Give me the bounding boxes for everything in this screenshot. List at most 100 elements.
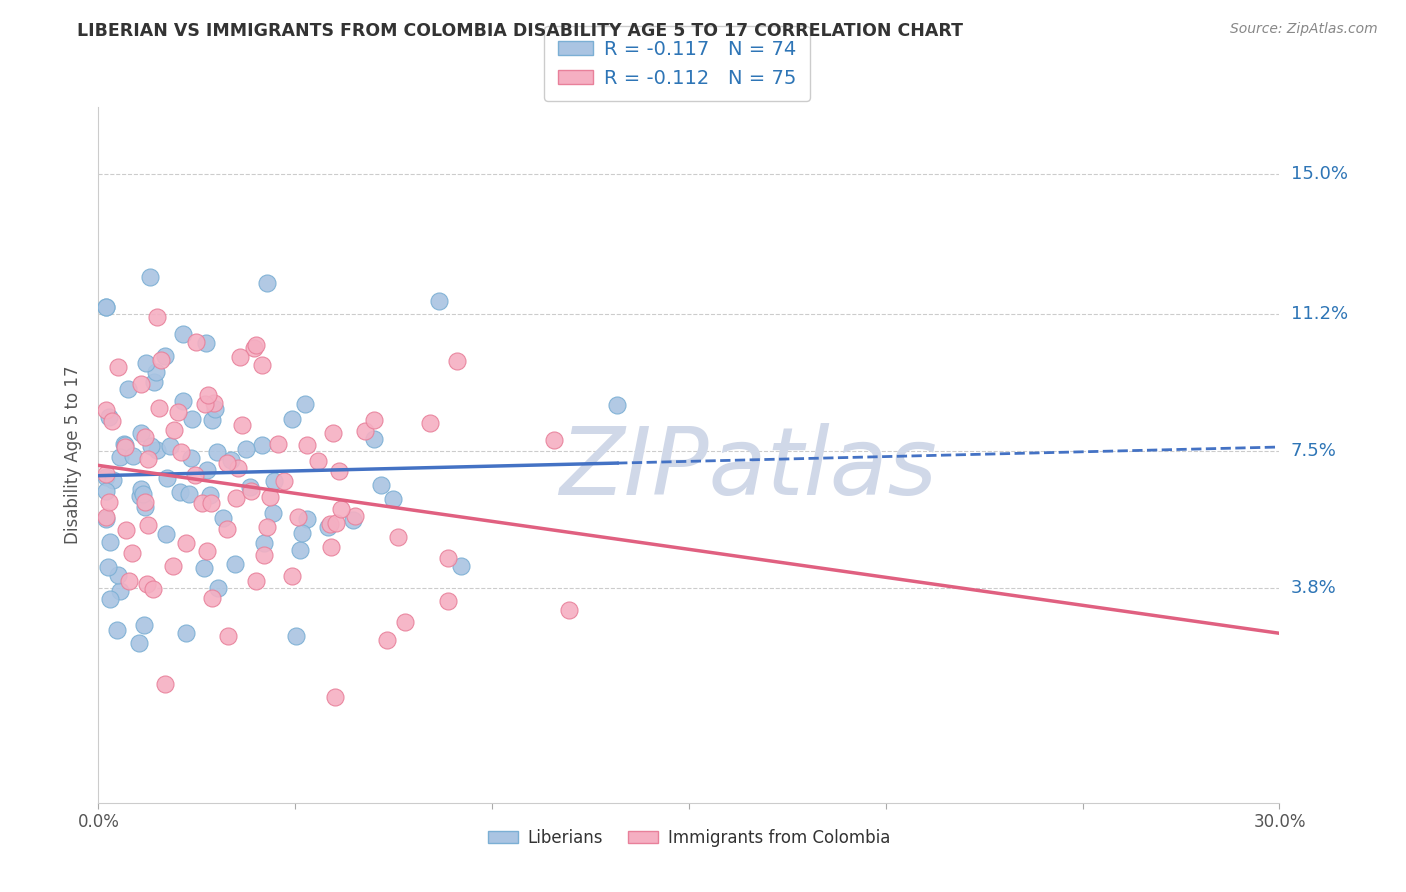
Point (98, 494, 121, 508)
Point (101, 415, 124, 429)
Point (200, 488, 222, 502)
Point (184, 468, 207, 483)
Point (370, 477, 392, 491)
Point (132, 487, 155, 501)
Point (107, 359, 129, 374)
Point (259, 490, 281, 504)
Point (363, 413, 385, 427)
Point (155, 527, 177, 541)
Point (253, 548, 276, 562)
Point (205, 445, 228, 459)
Point (217, 629, 239, 643)
Point (172, 326, 194, 341)
Point (96, 467, 118, 482)
Point (319, 517, 342, 532)
Point (174, 626, 197, 640)
Point (207, 581, 229, 595)
Point (193, 561, 215, 575)
Point (172, 393, 194, 408)
Point (245, 574, 267, 588)
Point (387, 530, 409, 544)
Point (195, 463, 218, 477)
Point (287, 510, 309, 524)
Point (224, 558, 246, 572)
Point (96, 402, 118, 417)
Point (375, 632, 398, 647)
Point (128, 636, 150, 650)
Point (132, 618, 155, 632)
Point (231, 418, 253, 433)
Point (215, 456, 238, 470)
Point (134, 495, 156, 509)
Point (135, 356, 157, 370)
Point (226, 461, 249, 475)
Point (184, 334, 207, 349)
Point (96, 470, 118, 484)
Point (177, 487, 200, 501)
Point (294, 397, 316, 411)
Point (121, 546, 143, 560)
Point (108, 450, 131, 465)
Text: 11.2%: 11.2% (1291, 305, 1348, 323)
Text: 3.8%: 3.8% (1291, 579, 1336, 597)
Point (250, 438, 273, 452)
Point (558, 602, 581, 616)
Point (166, 405, 188, 419)
Point (201, 413, 224, 427)
Point (285, 629, 308, 643)
Point (162, 559, 184, 574)
Point (114, 440, 136, 454)
Point (107, 568, 129, 582)
Text: Source: ZipAtlas.com: Source: ZipAtlas.com (1230, 22, 1378, 37)
Point (96, 484, 118, 499)
Point (96, 510, 118, 524)
Point (150, 353, 173, 368)
Point (197, 388, 219, 402)
Point (134, 500, 156, 514)
Point (128, 489, 150, 503)
Point (319, 540, 342, 554)
Point (273, 475, 295, 489)
Point (134, 430, 156, 444)
Point (543, 433, 565, 447)
Legend: Liberians, Immigrants from Colombia: Liberians, Immigrants from Colombia (481, 822, 897, 854)
Point (215, 522, 238, 536)
Point (163, 423, 186, 437)
Text: ZIPatlas: ZIPatlas (560, 424, 936, 515)
Point (97, 559, 120, 574)
Point (429, 293, 451, 308)
Point (344, 508, 367, 523)
Point (245, 337, 267, 351)
Point (295, 512, 318, 526)
Point (250, 358, 273, 372)
Point (114, 438, 136, 452)
Point (138, 518, 160, 533)
Point (450, 559, 472, 574)
Point (239, 483, 262, 498)
Point (153, 676, 176, 690)
Point (437, 594, 460, 608)
Point (280, 411, 302, 425)
Point (316, 520, 339, 534)
Point (253, 535, 276, 549)
Point (131, 482, 153, 496)
Point (219, 452, 242, 467)
Point (190, 495, 212, 509)
Point (204, 402, 226, 417)
Point (105, 623, 128, 637)
Point (129, 425, 152, 440)
Point (135, 577, 157, 591)
Point (110, 583, 132, 598)
Point (228, 351, 250, 365)
Point (170, 444, 193, 458)
Point (322, 425, 344, 440)
Point (169, 485, 191, 500)
Point (156, 471, 179, 485)
Point (290, 543, 312, 558)
Point (139, 439, 162, 453)
Point (142, 582, 165, 596)
Point (330, 502, 353, 516)
Point (436, 550, 458, 565)
Point (225, 491, 247, 506)
Point (363, 433, 385, 447)
